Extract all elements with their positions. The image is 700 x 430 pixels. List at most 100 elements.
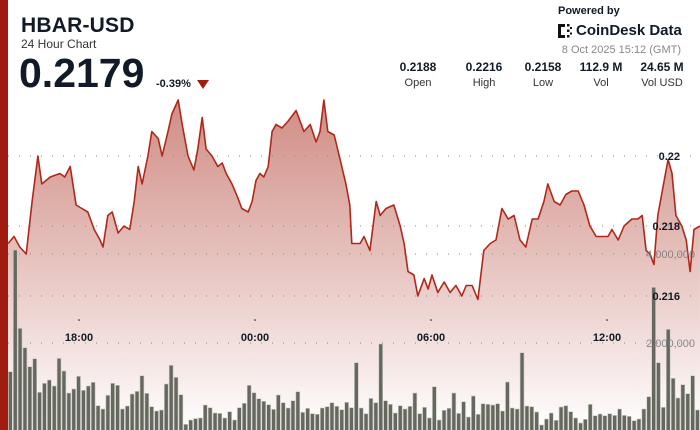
volume-bar: [558, 406, 564, 430]
volume-bar: [237, 407, 242, 430]
time-tick-mark: [254, 319, 256, 321]
volume-bar: [271, 408, 276, 430]
time-tick-mark: [78, 319, 80, 321]
volume-bar: [285, 407, 291, 430]
volume-bar: [159, 409, 164, 430]
stat-label: Vol USD: [641, 77, 683, 89]
volume-bar: [66, 392, 72, 430]
volume-bar: [207, 407, 213, 430]
time-tick-mark: [606, 319, 608, 321]
volume-bar: [363, 413, 369, 430]
volume-bar: [164, 383, 169, 430]
stat-vol: 112.9 M Vol: [566, 60, 636, 89]
volume-bar: [378, 343, 383, 430]
volume-bar: [266, 404, 271, 430]
volume-bar: [631, 420, 637, 430]
volume-bar: [373, 402, 379, 430]
volume-bar: [295, 391, 301, 430]
volume-bar: [622, 415, 627, 430]
stat-value: 0.2158: [524, 60, 562, 74]
volume-bar: [188, 419, 193, 430]
price-tick-label: 0.22: [659, 151, 680, 163]
volume-bar: [665, 328, 671, 430]
volume-bar: [173, 376, 179, 430]
volume-bar: [685, 393, 690, 430]
volume-bar: [56, 358, 62, 430]
volume-bar: [534, 411, 539, 430]
volume-bar: [383, 400, 388, 430]
stat-low: 0.2158 Low: [508, 60, 578, 89]
volume-bar: [242, 402, 247, 430]
volume-bar: [509, 407, 515, 430]
volume-bar: [217, 413, 223, 430]
volume-bar: [120, 408, 125, 430]
volume-bar: [553, 419, 559, 430]
stat-open: 0.2188 Open: [383, 60, 453, 89]
chart-subtitle: 24 Hour Chart: [21, 37, 97, 51]
volume-bar: [519, 352, 525, 430]
volume-bar: [397, 405, 403, 430]
volume-bar: [461, 401, 466, 430]
volume-bar: [441, 409, 447, 430]
stat-label: Vol: [593, 77, 609, 89]
volume-bar: [222, 417, 228, 430]
volume-bar: [110, 382, 115, 430]
price-change: -0.39%: [156, 78, 191, 90]
volume-bar: [690, 375, 695, 430]
volume-bar: [651, 286, 656, 430]
volume-bar: [500, 410, 505, 430]
time-tick-label: 12:00: [593, 332, 621, 344]
volume-bar: [402, 408, 408, 430]
volume-bar: [183, 423, 189, 430]
volume-bar: [22, 347, 28, 430]
volume-bar: [149, 406, 154, 430]
volume-bar: [37, 391, 42, 430]
time-tick-label: 18:00: [65, 332, 93, 344]
time-tick-label: 06:00: [417, 332, 445, 344]
volume-bar: [636, 418, 642, 430]
volume-bar: [227, 411, 232, 430]
volume-bar: [563, 405, 569, 430]
volume-bar: [480, 403, 486, 430]
volume-bar: [670, 377, 676, 430]
volume-bar: [446, 407, 452, 430]
volume-bar: [358, 407, 364, 430]
volume-bar: [661, 406, 666, 430]
volume-bar: [95, 405, 101, 430]
stat-label: Open: [404, 77, 432, 89]
volume-bar: [568, 411, 573, 430]
volume-bar: [115, 384, 120, 430]
volume-bar: [680, 384, 686, 430]
time-tick-mark: [430, 319, 432, 321]
powered-by-label: Powered by: [558, 5, 620, 17]
volume-bar: [471, 395, 476, 430]
price-tick-label: 0.216: [652, 291, 680, 303]
volume-bar: [495, 403, 500, 430]
volume-bar: [212, 412, 218, 430]
stat-value: 24.65 M: [640, 60, 684, 74]
volume-bar: [134, 390, 140, 430]
volume-bar: [339, 409, 344, 430]
volume-bar: [573, 417, 578, 430]
volume-bar: [548, 412, 554, 430]
price-tick-label: 0.218: [652, 221, 680, 233]
volume-bar: [178, 394, 184, 430]
volume-bar: [539, 424, 544, 430]
stat-label: Low: [532, 77, 554, 89]
volume-bar: [13, 249, 18, 430]
volume-bar: [505, 381, 510, 430]
volume-bar: [432, 386, 437, 430]
volume-bar: [125, 405, 130, 430]
volume-bar: [129, 393, 135, 430]
volume-bar: [592, 415, 598, 430]
volume-bar: [324, 406, 330, 430]
down-arrow-icon: [197, 80, 209, 89]
volume-bar: [407, 405, 413, 430]
volume-bar: [485, 403, 491, 430]
volume-bar: [412, 392, 418, 430]
volume-bar: [612, 415, 617, 430]
volume-bar: [290, 400, 296, 430]
accent-bar: [0, 0, 8, 430]
volume-bar: [393, 412, 398, 430]
